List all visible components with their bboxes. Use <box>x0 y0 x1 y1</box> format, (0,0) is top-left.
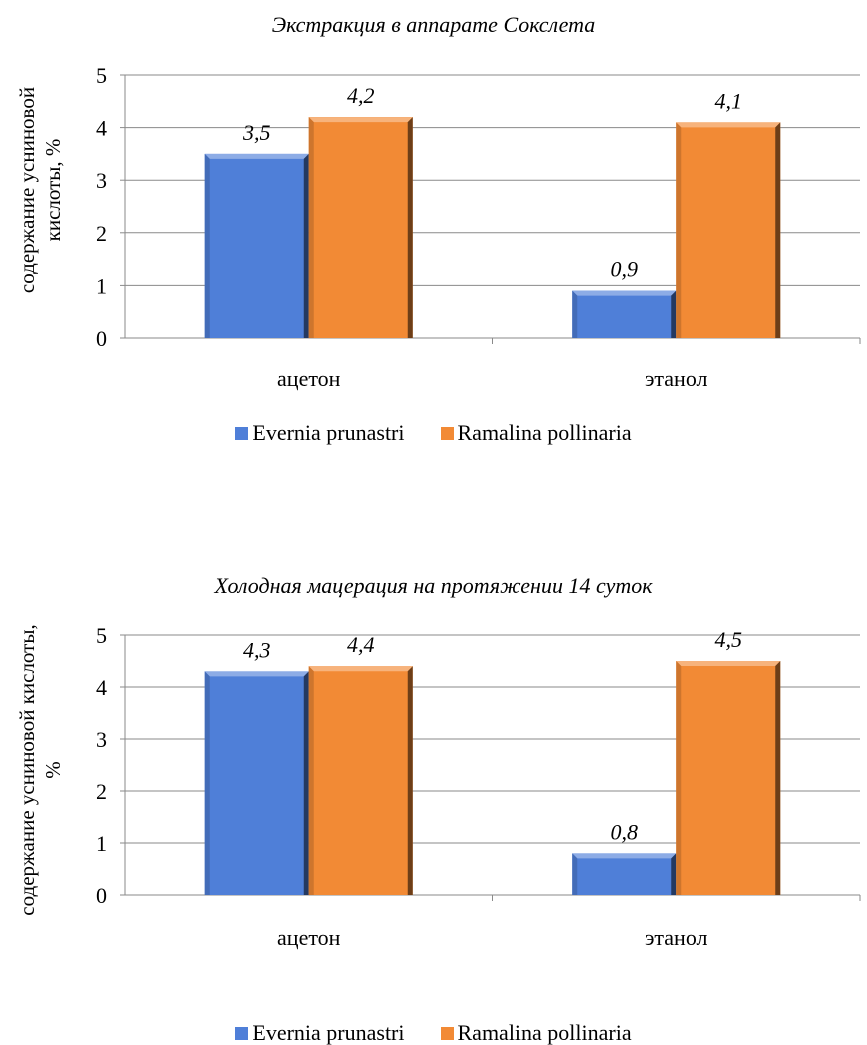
bar <box>204 671 309 895</box>
y-tick-label: 2 <box>96 779 107 804</box>
bar-bevel-left <box>572 290 578 338</box>
y-tick-label: 4 <box>96 675 107 700</box>
bar-bevel-left <box>676 661 682 895</box>
bar-bevel-right <box>407 117 413 338</box>
data-label: 3,5 <box>242 120 271 145</box>
legend-label: Evernia prunastri <box>252 1020 405 1045</box>
chart-title: Холодная мацерация на протяжении 14 суто… <box>214 573 653 598</box>
bar-bevel-right <box>407 666 413 895</box>
data-label: 4,2 <box>347 83 375 108</box>
data-label: 4,5 <box>715 627 743 652</box>
chart-title: Экстракция в аппарате Сокслета <box>271 12 596 37</box>
y-tick-label: 0 <box>96 326 107 351</box>
y-tick-label: 0 <box>96 883 107 908</box>
legend-label: Evernia prunastri <box>252 420 405 445</box>
legend: Evernia prunastri Ramalina pollinaria <box>0 422 867 444</box>
legend-swatch-evernia <box>235 426 249 440</box>
legend: Evernia prunastri Ramalina pollinaria <box>0 1022 867 1044</box>
bar <box>204 153 309 338</box>
chart-soxhlet: Экстракция в аппарате Сокслета содержани… <box>0 0 867 480</box>
x-tick-label: этанол <box>645 925 708 950</box>
bar-bevel-top <box>204 153 309 159</box>
bar-body <box>676 661 781 895</box>
bar-body <box>204 153 309 338</box>
y-tick-label: 5 <box>96 623 107 648</box>
legend-item-ramalina: Ramalina pollinaria <box>440 420 632 445</box>
x-tick-label: ацетон <box>277 366 341 391</box>
bar-bevel-top <box>308 666 413 672</box>
y-tick-label: 2 <box>96 221 107 246</box>
plot-area: 0 1 2 3 4 5 ацетон 4,3 4,4 этанол 0,8 4,5 <box>96 623 861 950</box>
bar-bevel-top <box>676 122 781 128</box>
bar-bevel-top <box>572 853 677 859</box>
bar <box>308 666 413 895</box>
legend-label: Ramalina pollinaria <box>457 1020 632 1045</box>
bar-bevel-left <box>308 117 314 338</box>
y-tick-label: 1 <box>96 273 107 298</box>
bar-bevel-top <box>308 117 413 123</box>
bar-body <box>308 117 413 338</box>
bar-bevel-top <box>204 671 309 677</box>
bar-bevel-right <box>303 671 309 895</box>
x-tick-label: ацетон <box>277 925 341 950</box>
legend-swatch-evernia <box>235 1026 249 1040</box>
legend-swatch-ramalina <box>440 426 454 440</box>
bar-bevel-left <box>204 153 210 338</box>
bar-body <box>204 671 309 895</box>
bar-bevel-right <box>775 661 781 895</box>
plot-area: 0 1 2 3 4 5 ацетон 3,5 4,2 этанол 0,9 4,1 <box>96 63 861 391</box>
bar-bevel-top <box>676 661 781 666</box>
bar-bevel-left <box>204 671 210 895</box>
y-tick-label: 1 <box>96 831 107 856</box>
chart-maceration: Холодная мацерация на протяжении 14 суто… <box>0 560 867 1044</box>
bar <box>572 853 677 895</box>
legend-swatch-ramalina <box>440 1026 454 1040</box>
bar <box>572 290 677 338</box>
bar-body <box>676 122 781 338</box>
bar <box>676 122 781 338</box>
data-label: 4,1 <box>715 88 743 113</box>
y-tick-label: 4 <box>96 116 107 141</box>
data-label: 4,4 <box>347 632 375 657</box>
y-tick-label: 5 <box>96 63 107 88</box>
legend-item-evernia: Evernia prunastri <box>235 420 405 445</box>
bar-bevel-left <box>572 853 578 895</box>
bar <box>308 117 413 338</box>
bar-bevel-left <box>676 122 682 338</box>
legend-item-ramalina: Ramalina pollinaria <box>440 1020 632 1045</box>
bar-body <box>572 290 677 338</box>
bar-bevel-left <box>308 666 314 895</box>
data-label: 4,3 <box>243 637 271 662</box>
bar-body <box>308 666 413 895</box>
bar <box>676 661 781 895</box>
bar-bevel-right <box>671 290 677 338</box>
legend-item-evernia: Evernia prunastri <box>235 1020 405 1045</box>
data-label: 0,9 <box>611 257 639 282</box>
bar-bevel-right <box>775 122 781 338</box>
bar-bevel-top <box>572 290 677 296</box>
data-label: 0,8 <box>611 819 639 844</box>
bar-bevel-right <box>303 153 309 338</box>
y-tick-label: 3 <box>96 727 107 752</box>
bar-bevel-right <box>671 853 677 895</box>
legend-label: Ramalina pollinaria <box>457 420 632 445</box>
y-tick-label: 3 <box>96 168 107 193</box>
bar-body <box>572 853 677 895</box>
x-tick-label: этанол <box>645 366 708 391</box>
